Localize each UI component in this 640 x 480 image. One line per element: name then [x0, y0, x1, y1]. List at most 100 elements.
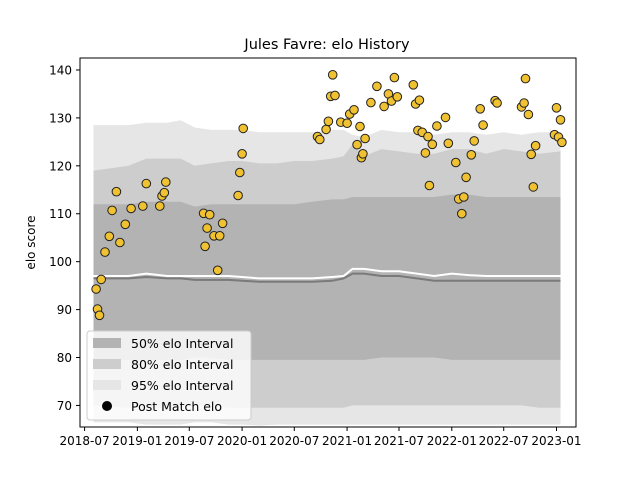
y-tick-label-0: 70 [57, 399, 72, 413]
y-tick-label-7: 140 [49, 63, 72, 77]
data-point-78 [523, 109, 534, 120]
data-point-4 [100, 247, 110, 257]
data-point-62 [440, 112, 451, 123]
data-point-45 [366, 97, 376, 108]
legend-label-band50: 50% elo Interval [131, 336, 233, 351]
data-point-7 [111, 186, 122, 197]
data-point-64 [451, 157, 461, 168]
data-point-86 [557, 137, 567, 148]
legend-swatch-points [102, 401, 112, 411]
data-point-9 [120, 219, 131, 230]
y-axis: 70 80 90 100 110 120 130 140 [49, 63, 80, 413]
data-point-27 [237, 149, 247, 159]
data-point-50 [389, 72, 400, 83]
data-point-80 [528, 182, 539, 192]
x-axis: 2018-07 2019-01 2019-07 2020-01 2020-07 2021-… [60, 427, 582, 448]
data-point-20 [204, 209, 215, 220]
y-tick-label-2: 90 [57, 303, 72, 317]
legend: 50% elo Interval 80% elo Interval 95% el… [86, 330, 252, 421]
data-point-6 [107, 205, 117, 216]
data-point-79 [526, 149, 537, 160]
data-point-40 [352, 139, 362, 150]
data-point-71 [475, 104, 486, 114]
x-tick-label-0: 2018-07 [60, 434, 110, 448]
data-point-25 [233, 190, 243, 201]
x-tick-label-2: 2019-07 [164, 434, 214, 448]
data-point-41 [355, 121, 365, 132]
x-tick-label-4: 2020-07 [269, 434, 319, 448]
data-point-26 [235, 167, 245, 178]
data-point-68 [461, 172, 471, 183]
data-point-59 [424, 180, 435, 191]
x-tick-label-3: 2020-01 [217, 434, 267, 448]
data-point-35 [330, 90, 340, 101]
data-point-77 [520, 73, 531, 84]
data-point-51 [392, 92, 403, 102]
data-point-15 [159, 187, 170, 198]
data-point-66 [457, 208, 467, 219]
data-point-8 [115, 237, 125, 248]
median-elo-line [93, 272, 561, 283]
data-point-3 [96, 274, 106, 285]
legend-label-points: Post Match elo [131, 399, 222, 414]
data-point-32 [323, 116, 334, 127]
y-tick-label-6: 130 [49, 111, 72, 125]
data-point-57 [420, 148, 431, 158]
y-axis-title: elo score [24, 215, 38, 269]
data-point-0 [91, 284, 101, 294]
legend-label-band80: 80% elo Interval [131, 357, 233, 372]
legend-swatch-band50 [93, 338, 121, 348]
data-point-2 [94, 310, 105, 321]
data-point-58 [423, 131, 433, 142]
data-point-52 [408, 80, 419, 90]
data-point-61 [432, 121, 442, 131]
legend-box [86, 330, 252, 421]
data-point-11 [138, 201, 148, 211]
data-point-12 [141, 178, 152, 189]
data-point-5 [104, 231, 115, 242]
x-tick-label-9: 2023-01 [531, 434, 581, 448]
data-point-18 [200, 241, 210, 252]
plot-frame [79, 57, 577, 428]
chart-title: Jules Favre: elo History [243, 37, 410, 53]
mean-elo-line [93, 267, 561, 280]
legend-swatch-band80 [93, 359, 121, 369]
data-point-55 [414, 95, 425, 105]
y-tick-label-4: 110 [49, 207, 72, 221]
data-point-22 [212, 265, 223, 276]
data-point-69 [466, 150, 477, 160]
data-point-67 [459, 192, 469, 202]
data-point-44 [360, 133, 370, 144]
x-tick-label-8: 2022-07 [479, 434, 529, 448]
data-point-31 [321, 124, 331, 135]
x-tick-label-7: 2022-01 [427, 434, 477, 448]
data-point-70 [469, 136, 480, 146]
data-point-30 [315, 134, 325, 145]
data-point-46 [372, 81, 382, 92]
x-tick-label-5: 2021-01 [322, 434, 372, 448]
data-point-10 [126, 203, 136, 214]
data-point-13 [155, 201, 165, 211]
data-point-63 [443, 138, 454, 149]
post-match-points [91, 70, 567, 321]
data-point-83 [551, 103, 562, 113]
y-tick-label-3: 100 [49, 255, 72, 269]
data-point-19 [202, 223, 212, 233]
data-point-85 [555, 115, 566, 125]
data-point-16 [161, 177, 171, 187]
data-point-60 [427, 139, 438, 150]
data-point-24 [217, 218, 228, 229]
legend-swatch-band95 [93, 380, 121, 390]
data-point-43 [358, 149, 368, 159]
data-point-37 [342, 118, 352, 128]
data-point-23 [214, 231, 225, 241]
data-point-34 [327, 70, 338, 80]
y-tick-label-5: 120 [49, 159, 72, 173]
data-point-72 [478, 120, 488, 130]
data-point-28 [238, 123, 248, 134]
y-tick-label-1: 80 [57, 351, 72, 365]
data-point-47 [379, 101, 389, 112]
legend-label-band95: 95% elo Interval [131, 378, 233, 393]
data-point-76 [519, 98, 529, 108]
